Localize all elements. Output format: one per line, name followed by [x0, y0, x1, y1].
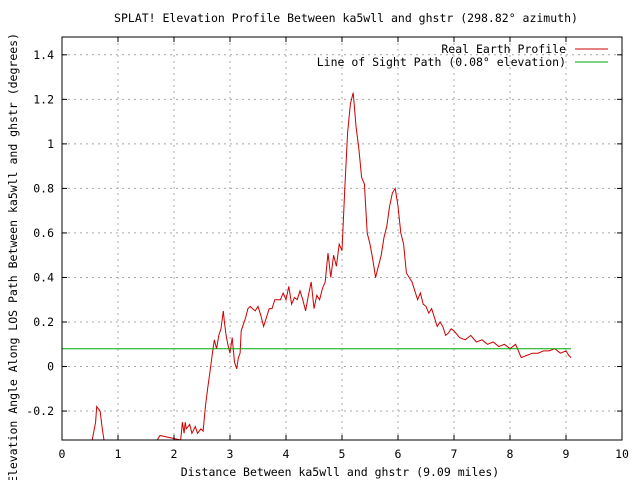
- y-tick-label: 0.6: [33, 226, 54, 240]
- x-axis-label: Distance Between ka5wll and ghstr (9.09 …: [181, 465, 500, 479]
- x-tick-label: 6: [395, 447, 402, 461]
- series-layer: [62, 92, 572, 440]
- x-tick-label: 7: [451, 447, 458, 461]
- y-tick-label: 1.4: [33, 48, 54, 62]
- y-tick-labels: -0.2 0 0.2 0.4 0.6 0.8 1 1.2 1.4: [26, 48, 54, 418]
- y-axis-label: Elevation Angle Along LOS Path Between k…: [6, 33, 20, 480]
- x-tick-label: 4: [283, 447, 290, 461]
- chart-title: SPLAT! Elevation Profile Between ka5wll …: [114, 11, 578, 25]
- grid-lines: [62, 37, 622, 440]
- x-tick-label: 10: [615, 447, 629, 461]
- y-tick-label: 0.4: [33, 270, 54, 284]
- tick-marks: [61, 37, 623, 440]
- y-tick-label: 0: [47, 360, 54, 374]
- x-tick-label: 8: [507, 447, 514, 461]
- y-tick-label: 1.2: [33, 92, 54, 106]
- x-tick-label: 0: [59, 447, 66, 461]
- y-tick-label: 1: [47, 137, 54, 151]
- legend-label: Real Earth Profile: [441, 42, 566, 56]
- series-line-real-earth-profile: [91, 92, 572, 440]
- x-tick-label: 2: [171, 447, 178, 461]
- legend-label: Line of Sight Path (0.08° elevation): [317, 55, 566, 69]
- x-tick-label: 1: [115, 447, 122, 461]
- y-tick-label: 0.2: [33, 315, 54, 329]
- y-tick-label: -0.2: [26, 404, 54, 418]
- y-tick-label: 0.8: [33, 181, 54, 195]
- x-tick-label: 3: [227, 447, 234, 461]
- x-tick-label: 5: [339, 447, 346, 461]
- x-tick-label: 9: [563, 447, 570, 461]
- x-tick-labels: 0 1 2 3 4 5 6 7 8 9 10: [59, 447, 629, 461]
